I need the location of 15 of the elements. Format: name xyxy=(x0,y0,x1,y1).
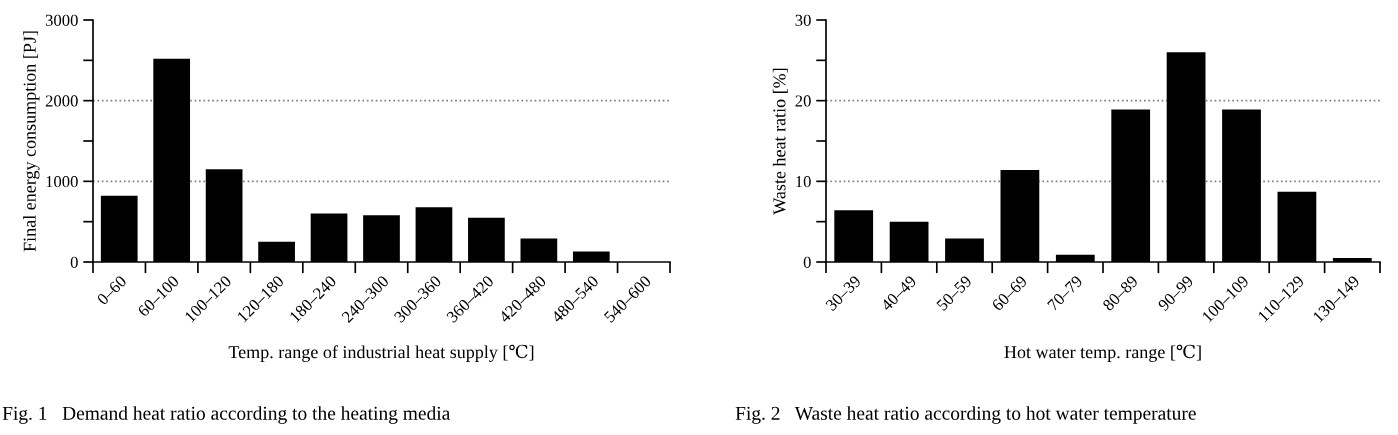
text: Fig. 1 Demand heat ratio according to the heating media xyxy=(2,406,451,424)
x-axis-title: Temp. range of industrial heat supply [℃] xyxy=(228,344,534,362)
x-tick-label: 0–60 xyxy=(96,274,128,306)
y-tick-label: 0 xyxy=(70,256,78,268)
y-axis-title: Waste heat ratio [%] xyxy=(772,68,788,215)
y-axis-title: Final energy consumption [PJ] xyxy=(23,31,40,252)
y-tick-label: 20 xyxy=(795,95,811,107)
y-tick-label: 1000 xyxy=(46,176,78,188)
x-axis-title: Hot water temp. range [℃] xyxy=(1004,344,1201,362)
y-tick-label: 3000 xyxy=(45,14,78,26)
y-tick-label: 2000 xyxy=(45,95,78,107)
y-tick-label: 0 xyxy=(803,256,811,268)
y-tick-label: 30 xyxy=(795,14,811,26)
text: Fig. 2 Waste heat ratio according to hot water temperature xyxy=(735,406,1196,424)
y-tick-label: 10 xyxy=(796,176,811,188)
